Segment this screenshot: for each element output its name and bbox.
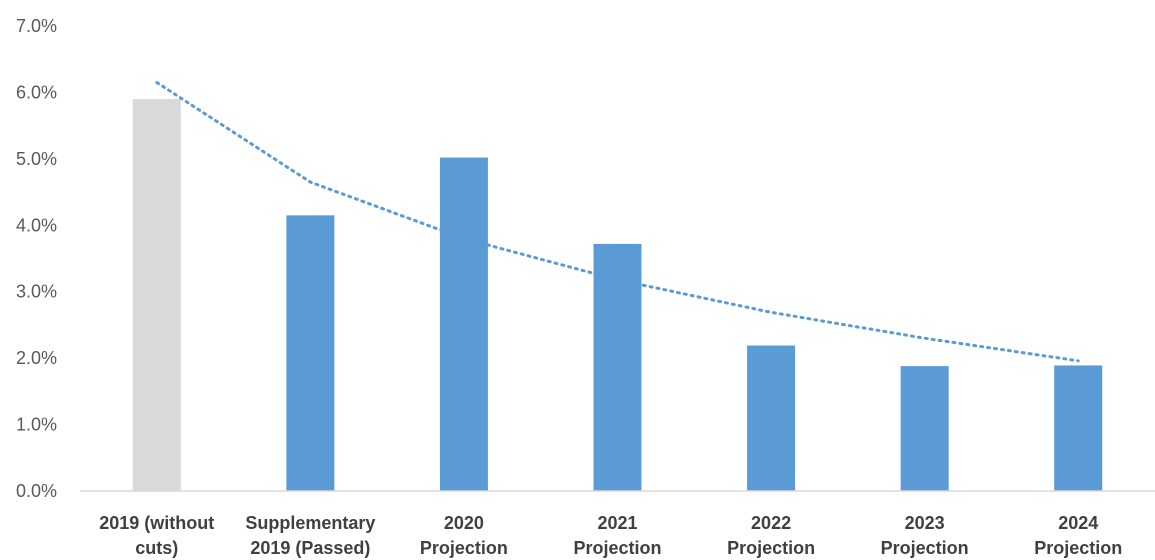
y-tick-label: 7.0% [16, 16, 57, 36]
bar [1054, 365, 1103, 491]
bars [132, 99, 1103, 492]
bar [286, 215, 335, 492]
trendline [155, 81, 1080, 363]
x-category-label: 2023 Projection [881, 513, 969, 558]
x-category-label: 2020 Projection [420, 513, 508, 558]
x-category-label: 2021 Projection [573, 513, 661, 558]
x-category-label: 2024 Projection [1034, 513, 1122, 558]
y-tick-label: 1.0% [16, 415, 57, 435]
bar [439, 157, 488, 491]
y-axis-ticks: 0.0% 1.0% 2.0% 3.0% 4.0% 5.0% 6.0% 7.0% [16, 16, 57, 501]
bar [593, 243, 642, 491]
bar [132, 99, 181, 492]
x-category-label: 2022 Projection [727, 513, 815, 558]
y-tick-label: 3.0% [16, 282, 57, 302]
x-category-label: 2019 (without cuts) [99, 513, 214, 558]
y-tick-label: 5.0% [16, 149, 57, 169]
y-tick-label: 0.0% [16, 481, 57, 501]
y-tick-label: 6.0% [16, 82, 57, 102]
bar [900, 366, 949, 491]
bar [747, 345, 796, 491]
x-axis-labels: 2019 (without cuts) Supplementary 2019 (Pas… [99, 513, 1122, 558]
y-tick-label: 2.0% [16, 348, 57, 368]
x-category-label: Supplementary 2019 (Passed) [245, 513, 375, 558]
y-tick-label: 4.0% [16, 215, 57, 235]
